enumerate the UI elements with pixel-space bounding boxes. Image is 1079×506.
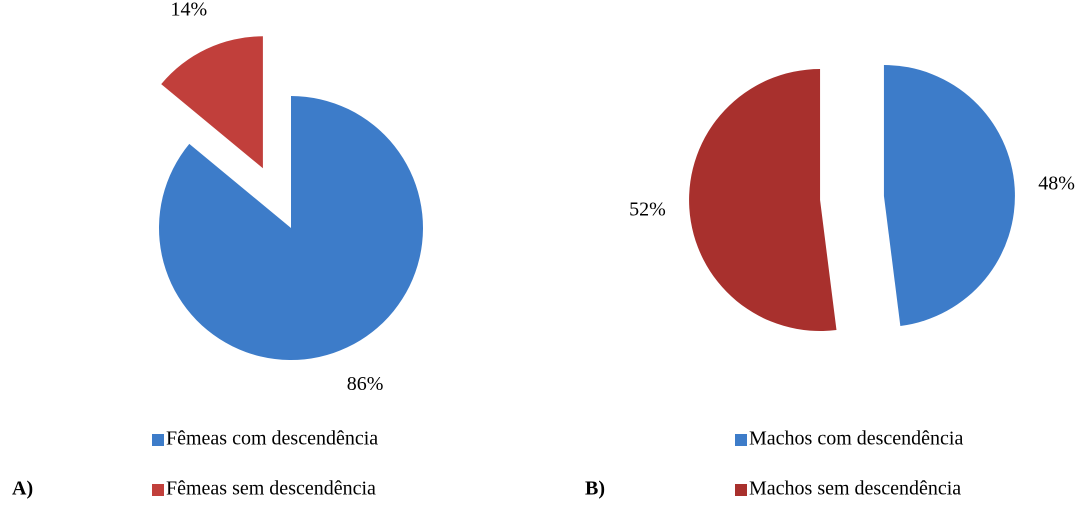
panel-label: B)	[585, 478, 605, 500]
pie-slice	[158, 96, 423, 360]
data-label: 48%	[1038, 173, 1075, 195]
data-label: 14%	[170, 0, 207, 20]
legend-swatch	[735, 484, 747, 496]
legend-swatch	[152, 484, 164, 496]
data-label: 86%	[347, 373, 384, 395]
legend-swatch	[152, 434, 164, 446]
data-label: 52%	[629, 198, 666, 220]
legend-label: Machos com descendência	[749, 428, 963, 450]
pie-slice	[883, 64, 1015, 326]
panel-label: A)	[12, 478, 33, 500]
legend-label: Fêmeas com descendência	[166, 428, 378, 450]
pie-slice	[161, 36, 263, 169]
legend-swatch	[735, 434, 747, 446]
legend-label: Fêmeas sem descendência	[166, 478, 376, 500]
legend-label: Machos sem descendência	[749, 478, 961, 500]
pie-slice	[689, 69, 837, 332]
